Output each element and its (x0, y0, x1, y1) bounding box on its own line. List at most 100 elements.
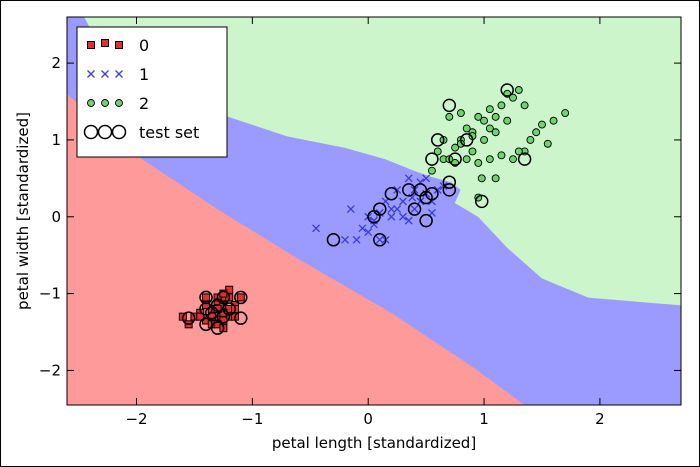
class-2-point (491, 112, 500, 121)
test-set-marker (234, 290, 248, 305)
class-2-point (451, 143, 460, 152)
test-set-marker (216, 290, 231, 305)
test-set-marker (425, 152, 439, 166)
class-2-point (485, 155, 494, 164)
legend-label: 1 (139, 65, 149, 84)
class-2-point (480, 135, 489, 144)
class-2-point (509, 93, 517, 102)
x-axis-ticks: −2 −1 0 1 2 (125, 17, 605, 428)
class-2-point (485, 124, 494, 133)
class-2-point (462, 124, 471, 133)
legend-marker-test-set (111, 124, 127, 140)
legend-label: 0 (139, 36, 149, 55)
x-tick-label: −2 (125, 410, 147, 428)
test-set-marker (448, 152, 462, 166)
class-0-point (202, 293, 211, 302)
class-2-point (543, 139, 552, 148)
class-2-point (561, 109, 570, 117)
test-set-marker (373, 233, 387, 247)
class-2-point (514, 147, 523, 156)
class-2-point (520, 101, 529, 110)
test-set-marker (234, 311, 248, 325)
test-set-marker (500, 83, 514, 97)
legend-marker-1 (115, 70, 123, 78)
test-set-marker (459, 133, 474, 147)
test-set-marker (419, 213, 433, 228)
legend-marker-0 (101, 39, 109, 47)
test-set-marker (181, 311, 196, 325)
legend-marker-1 (101, 70, 109, 78)
class-1-point (346, 205, 355, 214)
class-1-point (393, 185, 402, 194)
legend-marker-test-set (83, 124, 99, 140)
legend-marker-0 (115, 41, 123, 49)
class-1-point (352, 235, 361, 244)
test-set-marker (474, 194, 489, 209)
class-2-point (503, 116, 512, 125)
class-2-point (427, 166, 436, 175)
class-2-point (456, 109, 465, 117)
test-set-marker (517, 152, 532, 166)
test-set-marker (430, 133, 445, 147)
class-1-point (433, 185, 442, 194)
class-1-point (387, 212, 396, 221)
plot-area-border (66, 16, 682, 406)
class-2-point (468, 147, 477, 156)
test-set-marker (425, 186, 439, 201)
class-2-point (462, 155, 471, 164)
class-2-point (526, 135, 535, 144)
class-2-point (477, 174, 486, 183)
legend: 0 1 2 test set (76, 26, 228, 158)
class-2-point (480, 116, 489, 125)
class-2-point (549, 116, 558, 125)
test-set-marker (367, 210, 381, 224)
data-points (178, 83, 570, 335)
class-1-point (341, 235, 349, 244)
y-tick-label: 2 (51, 54, 61, 72)
x-tick-label: −1 (241, 410, 263, 428)
class-0-point (202, 301, 211, 310)
class-1-point (439, 182, 448, 190)
class-1-point (364, 228, 373, 237)
class-1-point (312, 224, 321, 233)
class-1-point (399, 197, 407, 206)
y-tick-label: 1 (51, 131, 61, 149)
y-axis-label: petal width [standardized] (14, 112, 32, 310)
legend-box (76, 26, 228, 158)
test-set-marker (407, 202, 422, 216)
class-1-point (387, 205, 396, 214)
x-axis-label: petal length [standardized] (272, 434, 476, 452)
class-2-point (538, 120, 546, 129)
x-tick-label: 1 (479, 410, 489, 428)
class-2-point (509, 155, 517, 164)
test-set-marker (442, 175, 457, 189)
class-2-point (491, 128, 500, 137)
x-tick-label: 2 (595, 410, 605, 428)
legend-label: test set (139, 123, 199, 142)
class-2-point (514, 86, 523, 94)
class-1-point (393, 205, 402, 214)
y-tick-label: −2 (39, 361, 61, 379)
legend-marker-2 (115, 99, 123, 107)
class-1-point (358, 224, 367, 233)
y-axis-ticks: −2 −1 0 1 2 (39, 54, 681, 379)
class-1-point (404, 174, 413, 183)
class-0-point (207, 312, 216, 321)
class-1-point (404, 216, 413, 225)
y-tick-label: 0 (51, 208, 61, 226)
class-1-point (410, 205, 419, 214)
test-set-marker (199, 317, 213, 332)
class-0-point (219, 289, 228, 298)
legend-marker-2 (87, 99, 95, 107)
test-set-marker (326, 233, 341, 247)
class-2-point (485, 105, 494, 114)
class-2-point (445, 112, 454, 121)
class-1-point (399, 212, 407, 221)
test-set-marker (442, 183, 457, 197)
class-0-point (196, 312, 205, 321)
x-tick-label: 0 (363, 410, 373, 428)
class-2-point (532, 128, 541, 137)
test-set-marker (442, 98, 457, 113)
test-set-marker (205, 306, 219, 320)
